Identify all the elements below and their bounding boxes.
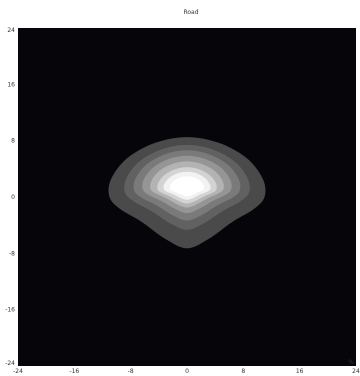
y-tick-label: -8 bbox=[9, 250, 15, 257]
x-tick-label: 16 bbox=[296, 368, 304, 375]
unit-label: % bbox=[348, 359, 354, 366]
y-tick-label: 0 bbox=[11, 194, 15, 201]
x-tick-label: -8 bbox=[128, 368, 134, 375]
y-tick-label: 24 bbox=[7, 27, 15, 34]
contour-group bbox=[108, 137, 266, 249]
x-tick-label: 24 bbox=[352, 368, 360, 375]
x-axis: -24 -16 -8 0 8 16 24 bbox=[13, 368, 360, 375]
x-tick-label: -16 bbox=[69, 368, 79, 375]
contour-level-8 bbox=[169, 176, 205, 197]
y-tick-label: 8 bbox=[11, 138, 15, 145]
y-tick-label: -16 bbox=[5, 307, 15, 314]
x-tick-label: -24 bbox=[13, 368, 23, 375]
x-tick-label: 8 bbox=[241, 368, 245, 375]
chart-title: Road bbox=[183, 9, 198, 16]
y-tick-label: -24 bbox=[5, 360, 15, 367]
y-axis: 24 16 8 0 -8 -16 -24 bbox=[5, 27, 15, 367]
x-tick-label: 0 bbox=[185, 368, 189, 375]
y-tick-label: 16 bbox=[7, 81, 15, 88]
